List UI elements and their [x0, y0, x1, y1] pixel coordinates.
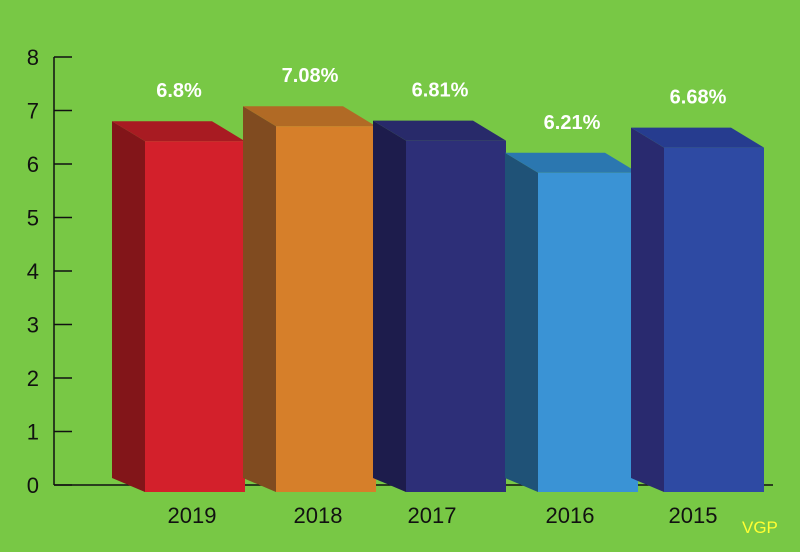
y-tick-label: 2 — [27, 366, 39, 391]
y-tick-label: 1 — [27, 420, 39, 445]
data-label-2016: 6.21% — [544, 112, 601, 134]
category-labels: 2019 2018 2017 2016 2015 — [168, 503, 718, 528]
credit-label: VGP — [742, 518, 778, 537]
data-label-2017: 6.81% — [412, 80, 469, 102]
bar-top-face — [631, 127, 764, 148]
bar-front-face — [664, 147, 764, 492]
bar-side-face — [631, 127, 664, 493]
bar-top-face — [505, 152, 638, 173]
y-tick-label: 4 — [27, 259, 39, 284]
bar-front-face — [145, 141, 245, 492]
bar-side-face — [505, 152, 538, 492]
bar-2018 — [243, 106, 376, 492]
bar-side-face — [243, 106, 276, 492]
y-tick-label: 3 — [27, 313, 39, 338]
bars — [112, 106, 764, 493]
bar-top-face — [243, 106, 376, 127]
bar-side-face — [373, 120, 406, 492]
bar-2019 — [112, 121, 245, 492]
bar-top-face — [112, 121, 245, 142]
category-label-2016: 2016 — [546, 503, 595, 528]
y-tick-label: 6 — [27, 152, 39, 177]
bar-2015 — [631, 127, 764, 493]
bar-front-face — [538, 172, 638, 492]
data-label-2015: 6.68% — [670, 87, 727, 109]
bar-top-face — [373, 120, 506, 141]
y-tick-label: 0 — [27, 473, 39, 498]
data-label-2018: 7.08% — [282, 65, 339, 87]
data-label-2019: 6.8% — [156, 80, 202, 102]
bar-front-face — [406, 140, 506, 493]
category-label-2019: 2019 — [168, 503, 217, 528]
category-label-2015: 2015 — [669, 503, 718, 528]
bar-2016 — [505, 152, 638, 492]
data-labels: 6.8% 7.08% 6.81% 6.21% 6.68% — [156, 65, 726, 134]
bar-front-face — [276, 126, 376, 492]
y-tick-label: 5 — [27, 206, 39, 231]
category-label-2017: 2017 — [408, 503, 457, 528]
y-tick-label: 7 — [27, 99, 39, 124]
y-tick-label: 8 — [27, 45, 39, 70]
bar-2017 — [373, 120, 506, 493]
bar-side-face — [112, 121, 145, 492]
category-label-2018: 2018 — [294, 503, 343, 528]
